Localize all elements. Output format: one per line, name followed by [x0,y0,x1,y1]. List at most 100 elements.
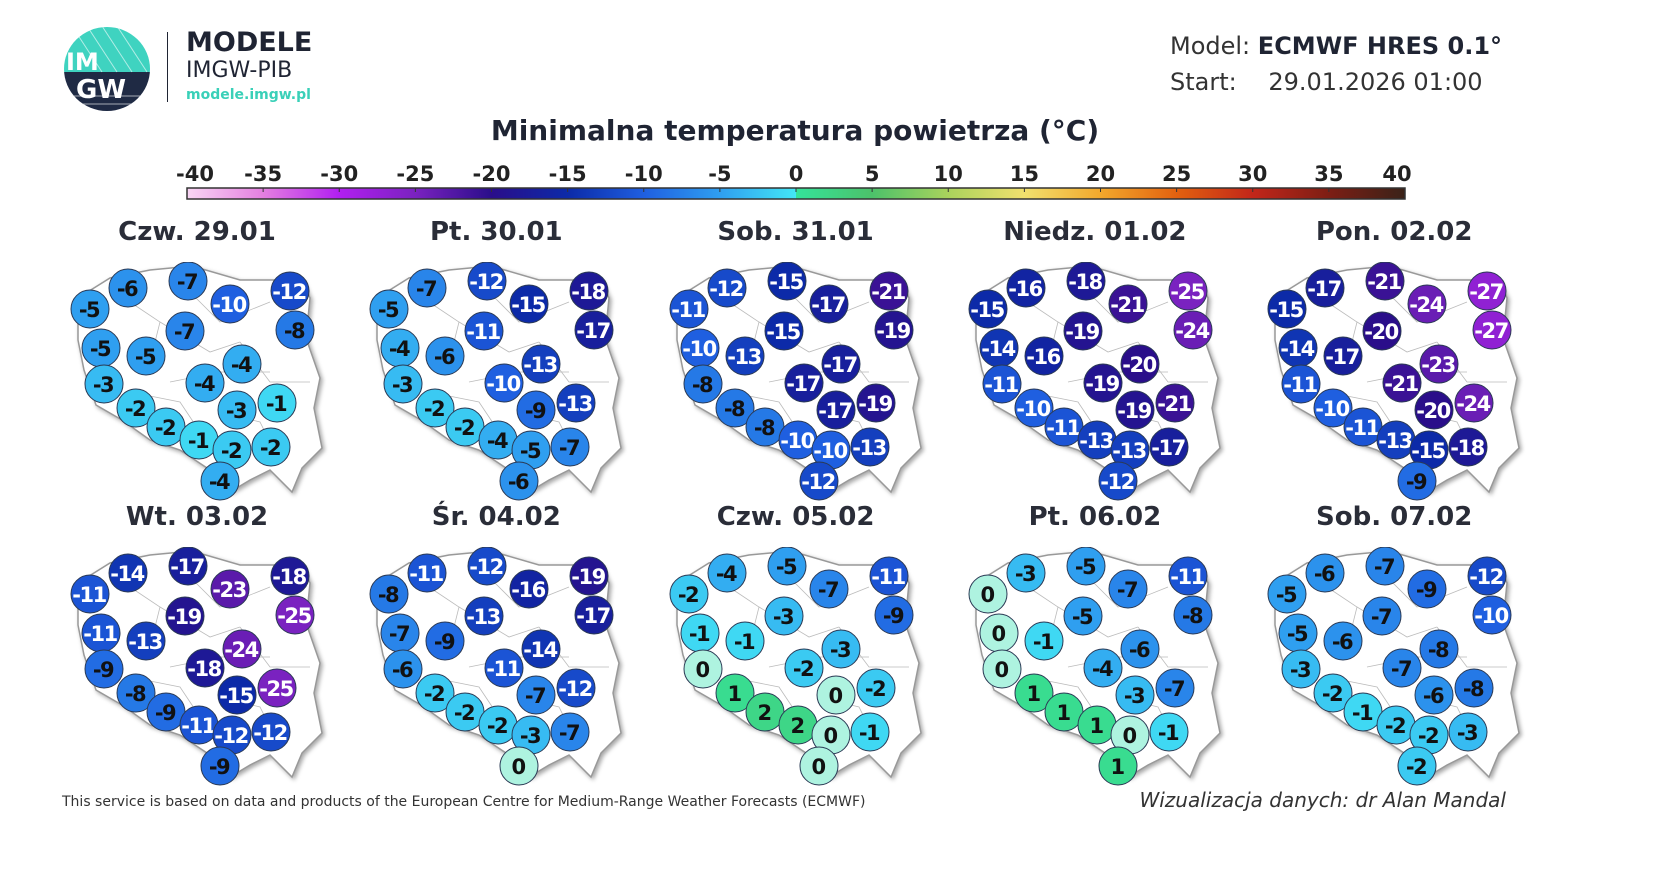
colorbar-tick-label: -30 [320,162,358,186]
station-value: -13 [727,345,760,369]
station-circle [1149,427,1189,467]
station-marker: -18 [569,271,609,311]
station-value: -5 [79,298,100,322]
station-circle [275,310,315,350]
station-marker: -3 [217,390,257,430]
station-value: -25 [277,604,311,628]
station-marker: -9 [84,649,124,689]
station-value: -2 [1322,682,1342,706]
day-map: -11-12 -15-17-21-19-10 -13-15-17-17-8-8-8-… [669,262,922,501]
station-marker: 1 [1098,746,1138,786]
station-circle [869,271,909,311]
station-value: -11 [410,562,444,586]
station-circle [70,289,110,329]
station-marker: -6 [1414,675,1454,715]
station-marker: -4 [185,363,225,403]
station-marker: -13 [1376,420,1416,460]
region-border [788,576,869,608]
station-value: -11 [1345,416,1379,440]
station-circle [467,262,507,301]
station-marker: -18 [1066,262,1106,301]
station-value: -15 [512,293,546,317]
station-circle [168,262,208,301]
station-circle [1362,596,1402,636]
station-value: -8 [284,319,305,343]
station-value: -8 [1428,638,1449,662]
station-circle [509,284,549,324]
station-value: -10 [212,293,246,317]
day-map: -11-14 -17-23-18-25-11 -13-19-24-18-9-8-9-… [70,547,323,786]
station-circle [1281,649,1321,689]
station-marker: -7 [1108,569,1148,609]
station-value: -21 [1110,293,1144,317]
station-circle [1120,344,1160,384]
station-circle [821,629,861,669]
station-value: -12 [801,470,834,494]
station-value: -9 [525,399,546,423]
station-circle [725,336,765,376]
station-circle [1267,574,1307,614]
colorbar: -40 -35 -30 -25 -20 -15 -10 -5 0 5 10 15 20 25 30 35 40 [176,162,1412,200]
station-value: -11 [181,714,215,738]
station-circle [669,289,709,329]
station-marker: -10 [1014,388,1054,428]
station-marker: -9 [1407,569,1447,609]
region-border [489,291,570,323]
station-marker: -11 [464,311,504,351]
station-marker: 1 [1014,673,1054,713]
station-marker: -24 [222,629,262,669]
station-value: -9 [155,701,176,725]
station-value: 1 [1089,714,1103,738]
station-value: -19 [1065,320,1099,344]
station-circle [1115,390,1155,430]
station-marker: -11 [869,556,909,596]
station-value: -11 [984,373,1018,397]
station-marker: -10 [1472,595,1512,635]
station-marker: -11 [982,364,1022,404]
station-circle [521,344,561,384]
station-value: -12 [559,677,592,701]
station-value: -1 [858,721,879,745]
station-circle [210,284,250,324]
station-marker: -8 [1173,595,1213,635]
station-circle [84,364,124,404]
colorbar-tick-label: -25 [396,162,434,186]
station-marker: -13 [521,344,561,384]
station-value: -1 [1158,721,1179,745]
station-value: -11 [72,583,106,607]
station-value: -21 [871,280,905,304]
station-marker: -15 [1267,289,1307,329]
colorbar-tick-label: -35 [244,162,282,186]
station-circle [210,569,250,609]
station-circle [251,427,291,467]
station-value: -12 [470,270,503,294]
station-value: -7 [1164,677,1184,701]
station-value: -17 [170,555,203,579]
station-circle [1155,383,1195,423]
station-marker: -17 [574,595,614,635]
station-marker: -2 [415,388,455,428]
station-marker: -12 [556,668,596,708]
station-circle [200,461,240,501]
station-circle [484,363,524,403]
region-border [788,291,869,323]
station-value: -6 [117,277,138,301]
station-marker: -1 [850,712,890,752]
station-circle [185,363,225,403]
station-value: 1 [727,682,741,706]
station-marker: -1 [257,383,297,423]
station-value: -8 [378,583,399,607]
station-value: 0 [512,755,526,779]
station-value: -13 [1079,429,1112,453]
station-marker: -9 [1397,461,1437,501]
station-marker: -10 [680,328,720,368]
station-circle [1024,621,1064,661]
brand-url[interactable]: modele.imgw.pl [186,87,311,103]
station-circle [217,390,257,430]
station-value: -13 [852,436,885,460]
station-marker: -15 [509,284,549,324]
station-marker: -8 [1419,629,1459,669]
station-marker: -15 [217,675,257,715]
station-marker: -15 [764,311,804,351]
station-circle [222,629,262,669]
